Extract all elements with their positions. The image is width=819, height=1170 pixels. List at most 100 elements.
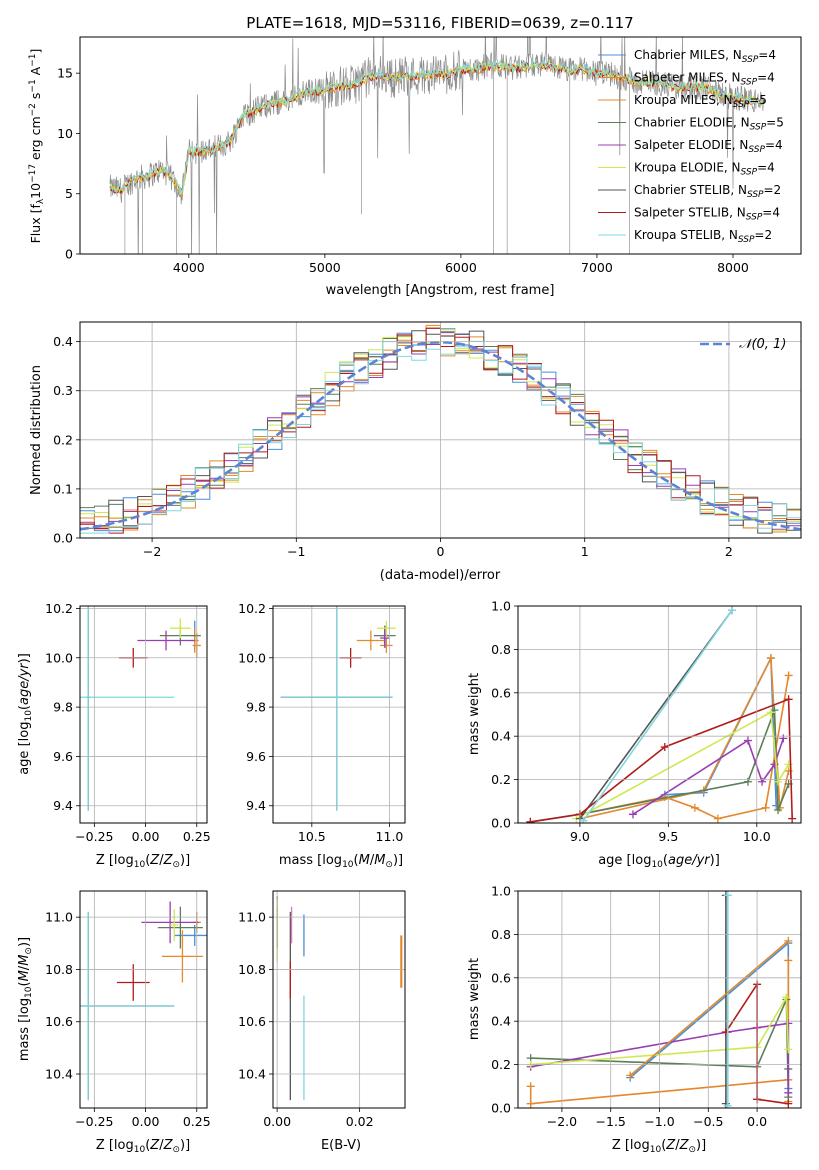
y-tick-label: 9.6 — [246, 749, 266, 764]
x-axis-label: (data-model)/error — [380, 568, 501, 583]
weight-marker — [728, 606, 737, 615]
x-tick-label: 0.00 — [132, 829, 160, 844]
weight-series — [582, 609, 733, 822]
axes-frame — [517, 890, 802, 1109]
weight-series — [576, 711, 790, 820]
chart-mass-vs-Z: −0.25 0.00 0.25 10.4 10.6 10.8 11.0 Z [log10(Z/… — [17, 890, 211, 1155]
y-axis-label: age [log10(age/yr)] — [17, 653, 34, 775]
y-axis-label: Flux [fλ10−17 erg cm−2 s−1 A−1] — [28, 49, 46, 244]
weight-marker — [784, 671, 793, 680]
x-tick-label: 8000 — [717, 260, 749, 275]
y-tick-label: 9.4 — [53, 798, 73, 813]
weight-marker — [784, 936, 793, 945]
y-axis-label: Normed distribution — [29, 365, 44, 495]
x-tick-label: 0.02 — [346, 1114, 374, 1129]
plot-area — [109, 37, 765, 254]
x-tick-label: −0.5 — [693, 1114, 723, 1129]
legend-label: Salpeter MILES, NSSP=4 — [634, 71, 775, 88]
y-tick-label: 11.0 — [238, 910, 266, 925]
weight-marker — [779, 734, 788, 743]
weight-marker — [784, 1099, 793, 1108]
x-axis-label: mass [log10(M/M⊙)] — [279, 853, 403, 870]
chart-residuals: −2 −1 0 1 2 0.0 0.1 0.2 0.3 0.4 (data-model)/error… — [29, 321, 802, 583]
spectrum-data — [109, 37, 765, 254]
weight-marker — [526, 1082, 535, 1091]
x-tick-label: 0.0 — [747, 1114, 767, 1129]
chart-mass-vs-EBV: 0.00 0.02 10.4 10.6 10.8 11.0 E(B-V) — [238, 890, 406, 1153]
x-tick-label: 0 — [437, 544, 445, 559]
y-tick-label: 1.0 — [491, 599, 511, 614]
weight-marker — [766, 654, 775, 663]
y-tick-label: 9.6 — [53, 749, 73, 764]
x-tick-label: −2 — [143, 544, 161, 559]
x-tick-label: 0.25 — [183, 829, 211, 844]
x-tick-label: 0.25 — [183, 1114, 211, 1129]
y-tick-label: 10.6 — [45, 1014, 73, 1029]
y-tick-label: 10 — [57, 126, 73, 141]
weight-marker — [784, 956, 793, 965]
weight-series — [629, 940, 789, 1077]
x-tick-label: 0.00 — [132, 1114, 160, 1129]
y-tick-label: 11.0 — [45, 910, 73, 925]
weight-marker — [784, 1045, 793, 1054]
axes-frame — [79, 36, 802, 255]
x-tick-label: 4000 — [173, 260, 205, 275]
y-tick-label: 0.2 — [491, 772, 511, 787]
legend: Chabrier MILES, NSSP=4 Salpeter MILES, NS… — [598, 48, 784, 245]
y-tick-label: 0.4 — [53, 334, 73, 349]
x-axis-label: Z [log10(Z/Z⊙)] — [96, 1138, 190, 1155]
y-tick-label: 10.4 — [45, 1067, 73, 1082]
x-tick-label: 2 — [725, 544, 733, 559]
axes-frame — [517, 605, 802, 824]
y-tick-label: 9.8 — [53, 700, 73, 715]
y-tick-label: 10.8 — [45, 962, 73, 977]
weight-marker — [721, 1028, 730, 1037]
y-tick-label: 15 — [57, 66, 73, 81]
x-axis-label: age [log10(age/yr)] — [598, 853, 720, 870]
y-tick-label: 0.4 — [491, 729, 511, 744]
weight-marker — [743, 777, 752, 786]
x-tick-label: 6000 — [445, 260, 477, 275]
x-tick-label: 1 — [581, 544, 589, 559]
x-tick-label: −1.0 — [644, 1114, 674, 1129]
y-axis-label: mass weight — [467, 673, 482, 755]
weight-marker — [758, 777, 767, 786]
weight-marker — [774, 777, 783, 786]
axes-frame — [79, 605, 208, 824]
plot-area — [280, 606, 396, 811]
axes-frame — [79, 890, 208, 1109]
legend-label: Chabrier MILES, NSSP=4 — [634, 48, 776, 65]
legend-label: Chabrier ELODIE, NSSP=5 — [634, 116, 784, 133]
chart-age-vs-Z: −0.25 0.00 0.25 9.4 9.6 9.8 10.0 10.2 Z [log10(Z… — [17, 601, 211, 870]
y-tick-label: 5 — [65, 186, 73, 201]
model-fit — [109, 59, 765, 195]
legend-label: Salpeter STELIB, NSSP=4 — [634, 206, 780, 223]
weight-marker — [660, 743, 669, 752]
weight-series — [530, 698, 793, 823]
y-tick-label: 10.2 — [45, 601, 73, 616]
weight-marker — [723, 891, 732, 900]
weight-marker — [788, 814, 797, 823]
weight-series — [629, 941, 790, 1089]
y-tick-label: 0.8 — [491, 927, 511, 942]
weight-marker — [690, 803, 699, 812]
x-tick-label: −1 — [287, 544, 305, 559]
weight-marker — [770, 760, 779, 769]
y-tick-label: 10.0 — [238, 650, 266, 665]
y-tick-label: 0.0 — [491, 816, 511, 831]
y-axis-label: mass [log10(M/M⊙)] — [17, 937, 34, 1061]
x-axis-label: wavelength [Angstrom, rest frame] — [326, 283, 555, 298]
chart-spectrum: 4000 5000 6000 7000 8000 0 5 10 15 wavelength [An… — [28, 36, 802, 298]
x-tick-label: 11.0 — [376, 829, 404, 844]
weight-series — [530, 994, 790, 1066]
spectrum-title: PLATE=1618, MJD=53116, FIBERID=0639, z=0… — [246, 14, 633, 32]
x-tick-label: 5000 — [309, 260, 341, 275]
x-tick-label: −0.25 — [75, 829, 113, 844]
x-tick-label: −2.0 — [547, 1114, 577, 1129]
y-tick-label: 0.2 — [491, 1057, 511, 1072]
weight-marker — [713, 814, 722, 823]
weight-series — [530, 709, 790, 823]
y-tick-label: 0.1 — [53, 481, 73, 496]
x-tick-label: 9.0 — [570, 829, 590, 844]
y-tick-label: 0.2 — [53, 432, 73, 447]
